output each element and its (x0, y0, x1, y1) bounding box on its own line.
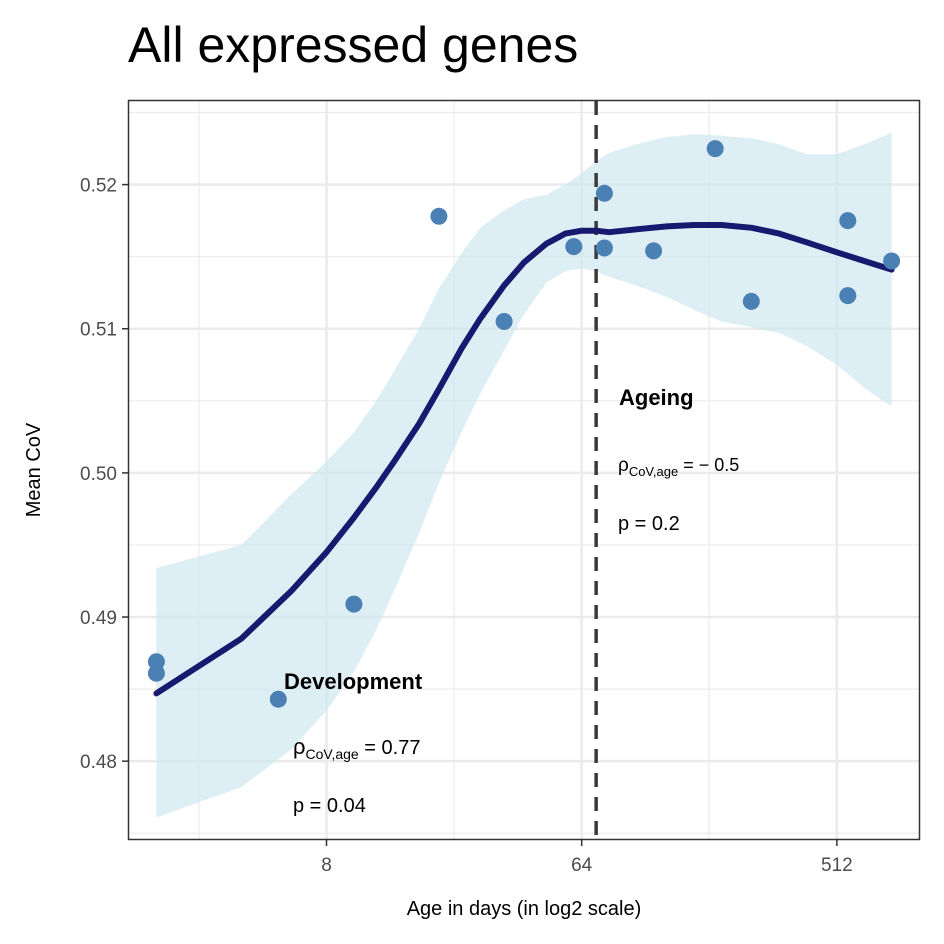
y-tick-label: 0.51 (80, 320, 117, 341)
data-point (595, 184, 613, 202)
x-tick-label: 8 (321, 855, 332, 876)
x-axis: 8 64 512 (321, 839, 853, 876)
data-point (839, 212, 857, 230)
x-tick-label: 64 (571, 855, 593, 876)
ageing-rho-symbol: ρ (618, 455, 629, 476)
data-point (345, 595, 363, 613)
data-point (883, 252, 901, 270)
data-point (269, 690, 287, 708)
ageing-p-value: p = 0.2 (618, 513, 680, 535)
y-axis: 0.48 0.49 0.50 0.51 0.52 (80, 176, 129, 773)
ageing-rho-value: = − 0.5 (678, 455, 739, 475)
annotations: Development ρCoV,age = 0.77 p = 0.04 Age… (284, 385, 739, 817)
data-point (645, 242, 663, 260)
development-rho-value: = 0.77 (359, 737, 421, 759)
ageing-rho-subscript: CoV,age (629, 464, 678, 479)
development-p-value: p = 0.04 (293, 795, 366, 817)
y-tick-label: 0.52 (80, 176, 117, 197)
data-point (430, 207, 448, 225)
data-point (839, 287, 857, 305)
data-point (565, 238, 583, 256)
chart-title: All expressed genes (128, 17, 578, 73)
data-point (742, 292, 760, 310)
y-tick-label: 0.50 (80, 464, 117, 485)
y-tick-label: 0.48 (80, 752, 117, 773)
development-label: Development (284, 669, 423, 694)
y-axis-title: Mean CoV (23, 422, 45, 517)
smooth-line (153, 222, 895, 697)
ageing-rho: ρCoV,age = − 0.5 (618, 455, 739, 479)
data-point (706, 140, 724, 158)
data-point (495, 313, 513, 330)
points (147, 140, 901, 708)
y-tick-label: 0.49 (80, 608, 117, 629)
x-axis-title: Age in days (in log2 scale) (407, 898, 642, 920)
confidence-ribbon (156, 132, 892, 818)
development-rho-subscript: CoV,age (306, 746, 359, 762)
x-tick-label: 512 (821, 855, 853, 876)
data-point (595, 239, 613, 257)
ageing-label: Ageing (619, 385, 694, 410)
panel-border (127, 99, 921, 841)
development-rho-symbol: ρ (293, 734, 306, 759)
data-point (147, 664, 165, 682)
development-rho: ρCoV,age = 0.77 (293, 734, 420, 762)
